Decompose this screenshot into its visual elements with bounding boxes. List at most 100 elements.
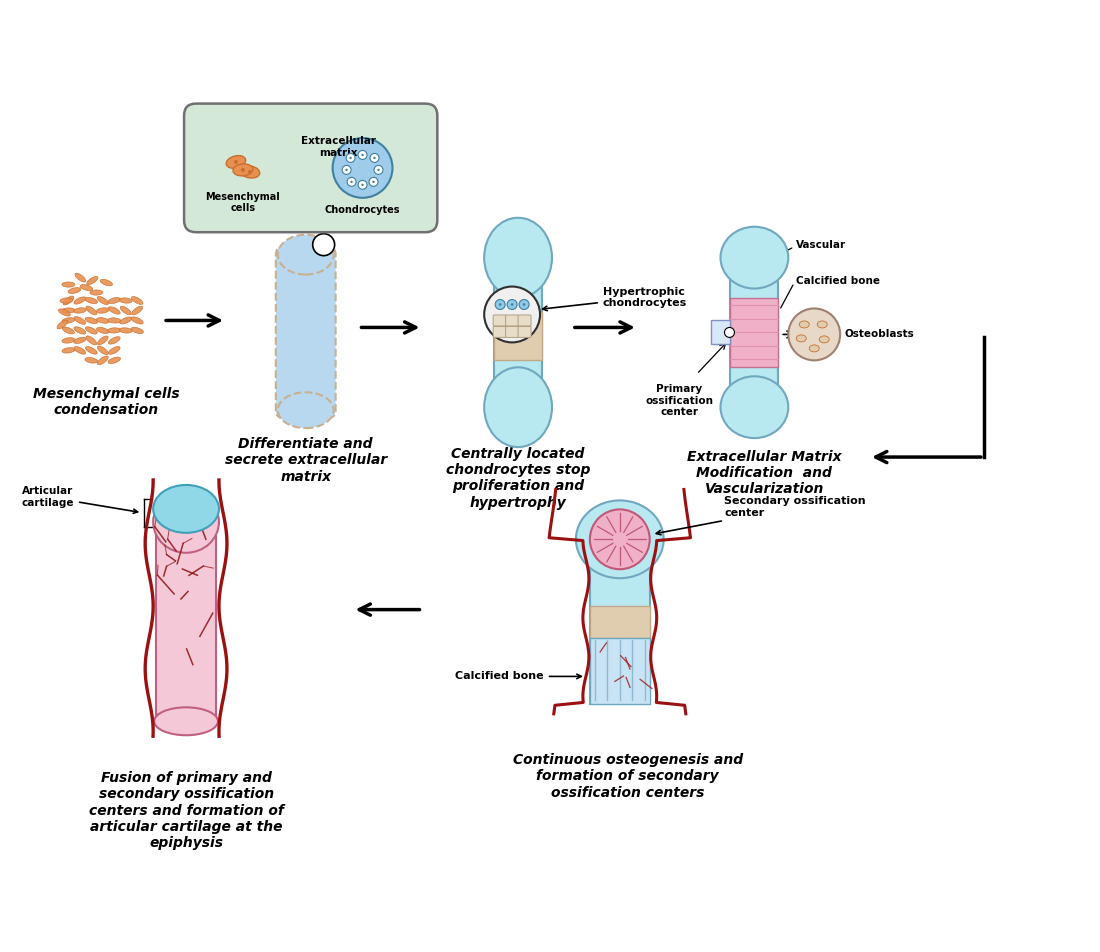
Bar [590,638,650,704]
Bar [730,258,779,407]
FancyBboxPatch shape [518,327,531,337]
Ellipse shape [800,321,810,327]
Ellipse shape [85,297,98,304]
Circle shape [377,169,379,171]
Text: Calcified bone: Calcified bone [796,275,880,286]
Bar [494,312,542,361]
Text: Mesenchymal cells
condensation: Mesenchymal cells condensation [33,387,179,418]
Text: Osteoblasts: Osteoblasts [844,329,914,340]
Circle shape [373,157,376,159]
Ellipse shape [484,367,552,447]
Ellipse shape [108,357,121,364]
Circle shape [312,233,334,256]
Ellipse shape [68,288,80,293]
Ellipse shape [817,321,827,327]
Circle shape [342,166,351,174]
Circle shape [725,327,735,337]
Ellipse shape [484,218,552,298]
Circle shape [484,287,540,343]
Circle shape [507,300,517,309]
Ellipse shape [85,317,98,324]
Ellipse shape [62,347,75,353]
FancyBboxPatch shape [518,315,531,326]
Ellipse shape [90,290,102,295]
Ellipse shape [86,327,97,334]
Ellipse shape [75,273,86,282]
Bar [590,540,650,704]
Ellipse shape [97,296,109,305]
Ellipse shape [720,376,789,438]
Circle shape [362,153,364,156]
Ellipse shape [108,298,121,304]
Ellipse shape [132,307,143,315]
Ellipse shape [240,166,260,178]
Ellipse shape [97,327,109,333]
Circle shape [351,181,353,183]
Ellipse shape [153,491,219,553]
Ellipse shape [109,307,120,314]
Text: Articular
cartilage: Articular cartilage [22,486,138,513]
Ellipse shape [278,392,333,428]
Text: Centrally located
chondrocytes stop
proliferation and
hypertrophy: Centrally located chondrocytes stop prol… [446,447,591,509]
Ellipse shape [132,297,143,305]
Ellipse shape [57,320,68,328]
Circle shape [348,177,356,187]
Circle shape [241,168,245,172]
Ellipse shape [63,327,75,334]
Ellipse shape [720,227,789,288]
Circle shape [362,184,364,186]
Circle shape [522,303,526,306]
Ellipse shape [62,307,75,313]
Ellipse shape [58,308,70,316]
Circle shape [345,169,348,171]
Circle shape [510,303,514,306]
Ellipse shape [131,317,143,324]
Ellipse shape [109,347,120,354]
Text: Extracellular Matrix
Modification  and
Vascularization: Extracellular Matrix Modification and Va… [688,450,842,497]
Text: Continuous osteogenesis and
formation of secondary
ossification centers: Continuous osteogenesis and formation of… [513,753,742,800]
Circle shape [519,300,529,309]
Ellipse shape [74,347,86,354]
Text: Hypertrophic
chondrocytes: Hypertrophic chondrocytes [542,287,688,310]
Ellipse shape [86,336,97,345]
Ellipse shape [100,279,112,286]
Bar [590,605,650,638]
Bar [494,258,542,407]
Circle shape [350,157,352,159]
Ellipse shape [98,336,108,345]
Ellipse shape [820,336,829,343]
Ellipse shape [98,356,108,365]
Ellipse shape [108,327,121,333]
Circle shape [346,153,355,163]
FancyBboxPatch shape [276,247,336,418]
Text: Chondrocytes: Chondrocytes [324,205,400,215]
FancyBboxPatch shape [506,327,518,337]
Ellipse shape [85,358,98,363]
FancyBboxPatch shape [506,315,518,326]
Circle shape [370,153,379,163]
Ellipse shape [80,285,92,290]
Circle shape [374,166,383,174]
Ellipse shape [86,307,97,315]
Ellipse shape [108,318,121,323]
Ellipse shape [87,276,98,285]
FancyBboxPatch shape [184,104,438,232]
Ellipse shape [74,327,86,334]
Ellipse shape [62,282,75,288]
Circle shape [332,138,393,198]
Ellipse shape [74,317,86,325]
Ellipse shape [62,318,75,324]
Ellipse shape [109,337,120,344]
Text: Fusion of primary and
secondary ossification
centers and formation of
articular : Fusion of primary and secondary ossifica… [89,771,284,850]
Ellipse shape [131,327,143,333]
Ellipse shape [62,338,75,343]
Ellipse shape [153,485,219,533]
Ellipse shape [120,307,131,315]
Circle shape [789,308,840,361]
Circle shape [590,509,650,569]
Circle shape [248,169,252,174]
Text: Mesenchymal
cells: Mesenchymal cells [206,192,280,213]
Ellipse shape [74,337,86,344]
Ellipse shape [97,318,109,324]
Ellipse shape [74,297,86,304]
